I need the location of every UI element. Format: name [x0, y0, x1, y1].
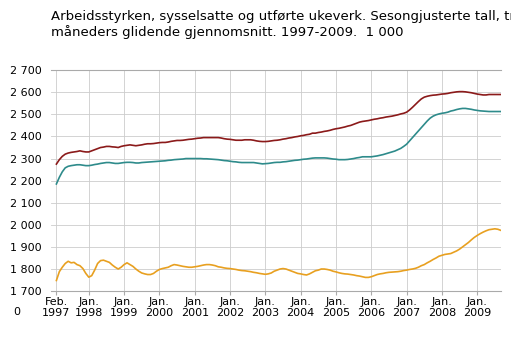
Text: 0: 0: [13, 307, 20, 317]
Text: Arbeidsstyrken, sysselsatte og utførte ukeverk. Sesongjusterte tall, tre-
månede: Arbeidsstyrken, sysselsatte og utførte u…: [51, 10, 511, 39]
